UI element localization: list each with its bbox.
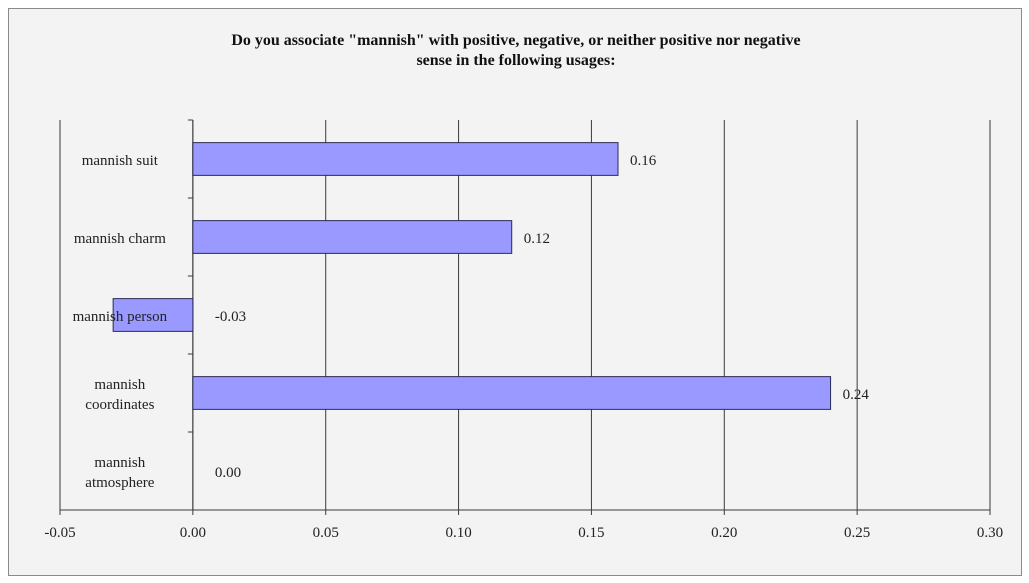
category-label-2-0: mannish person [73,309,168,325]
chart-title-line-2: sense in the following usages: [416,52,616,69]
x-tick-label-3: 0.10 [445,525,471,541]
data-label-0: 0.16 [630,153,657,169]
chart-frame: Do you associate "mannish" with positive… [8,8,1022,576]
category-label-3-0: mannish [94,377,145,393]
x-tick-label-0: -0.05 [44,525,75,541]
x-tick-label-6: 0.25 [844,525,870,541]
data-label-1: 0.12 [524,231,550,247]
category-label-0-0: mannish suit [82,153,159,169]
x-tick-label-7: 0.30 [977,525,1003,541]
bar-3 [192,376,832,410]
x-tick-label-1: 0.00 [180,525,206,541]
chart-title: Do you associate "mannish" with positive… [9,31,1023,71]
x-tick-label-5: 0.20 [711,525,737,541]
data-label-4: 0.00 [215,465,241,481]
data-label-2: -0.03 [215,309,246,325]
bar-1 [192,220,513,254]
category-label-1-0: mannish charm [74,231,166,247]
x-tick-label-2: 0.05 [313,525,339,541]
category-label-4-1: atmosphere [85,475,154,491]
bar-0 [192,142,619,176]
data-label-3: 0.24 [843,387,870,403]
x-tick-label-4: 0.15 [578,525,604,541]
category-label-3-1: coordinates [85,397,154,413]
chart-title-line-1: Do you associate "mannish" with positive… [231,32,801,49]
bar-2 [112,298,194,332]
category-label-4-0: mannish [94,455,145,471]
